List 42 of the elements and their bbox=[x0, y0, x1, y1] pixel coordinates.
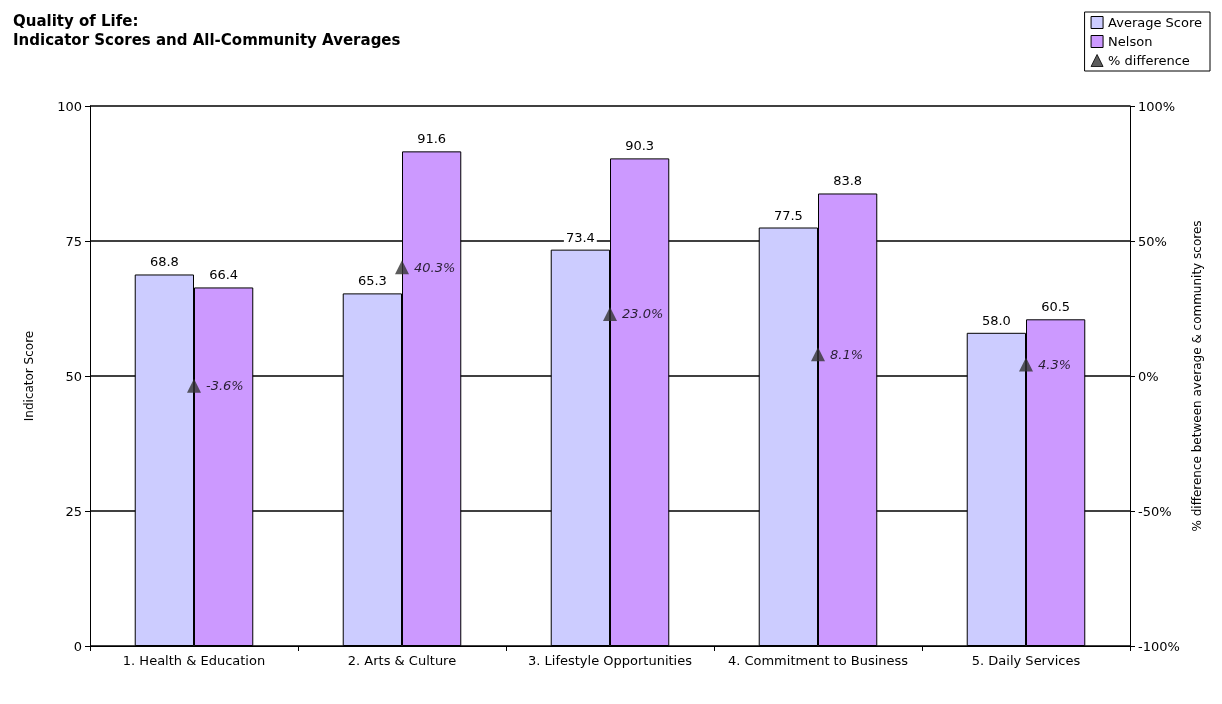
x-tick-label: 1. Health & Education bbox=[122, 653, 266, 668]
point bbox=[395, 260, 409, 275]
y-tick-label: 100 bbox=[57, 98, 82, 114]
data-label: 8.1% bbox=[830, 346, 864, 362]
data-label: 90.3 bbox=[625, 138, 655, 154]
data-label: 66.4 bbox=[209, 267, 239, 283]
data-label: 40.3% bbox=[414, 259, 456, 275]
data-label: 58.0 bbox=[981, 312, 1011, 328]
y-tick-label: 50 bbox=[65, 368, 82, 384]
data-label: 73.4 bbox=[565, 229, 595, 245]
point bbox=[187, 378, 201, 393]
y2-tick-label: 0% bbox=[1138, 368, 1159, 384]
y2-tick-label: 50% bbox=[1138, 233, 1167, 249]
x-tick-label: 3. Lifestyle Opportunities bbox=[528, 653, 693, 668]
x-tick-label: 5. Daily Services bbox=[971, 653, 1081, 668]
y2-tick-label: -50% bbox=[1138, 503, 1172, 519]
x-tick-label: 4. Commitment to Business bbox=[727, 653, 909, 668]
y2-tick-label: 100% bbox=[1138, 98, 1176, 114]
data-label: 77.5 bbox=[773, 207, 803, 223]
y-tick-label: 25 bbox=[65, 503, 82, 519]
point bbox=[603, 306, 617, 321]
point bbox=[811, 347, 825, 362]
legend-label: Nelson bbox=[1108, 34, 1153, 49]
legend-label: Average Score bbox=[1108, 15, 1203, 30]
data-label: 83.8 bbox=[833, 173, 863, 189]
data-label: 4.3% bbox=[1038, 356, 1072, 372]
data-label: -3.6% bbox=[206, 378, 244, 394]
chart-title: Quality of Life: bbox=[13, 11, 139, 30]
x-tick-label: 2. Arts & Culture bbox=[347, 653, 457, 668]
data-label: 91.6 bbox=[417, 131, 447, 147]
chart-subtitle: Indicator Scores and All-Community Averages bbox=[13, 30, 401, 49]
data-label: 60.5 bbox=[1041, 299, 1071, 315]
y-axis-title: Indicator Score bbox=[22, 330, 36, 422]
point bbox=[1019, 357, 1033, 372]
data-label: 23.0% bbox=[622, 306, 664, 322]
y2-tick-label: -100% bbox=[1138, 638, 1180, 654]
y-tick-label: 0 bbox=[73, 638, 82, 654]
y2-axis-title: % difference between average & community scores bbox=[1189, 220, 1204, 532]
data-label: 65.3 bbox=[357, 273, 387, 289]
data-label: 68.8 bbox=[149, 254, 179, 270]
legend-label: % difference bbox=[1108, 53, 1190, 68]
y-tick-label: 75 bbox=[65, 233, 82, 249]
